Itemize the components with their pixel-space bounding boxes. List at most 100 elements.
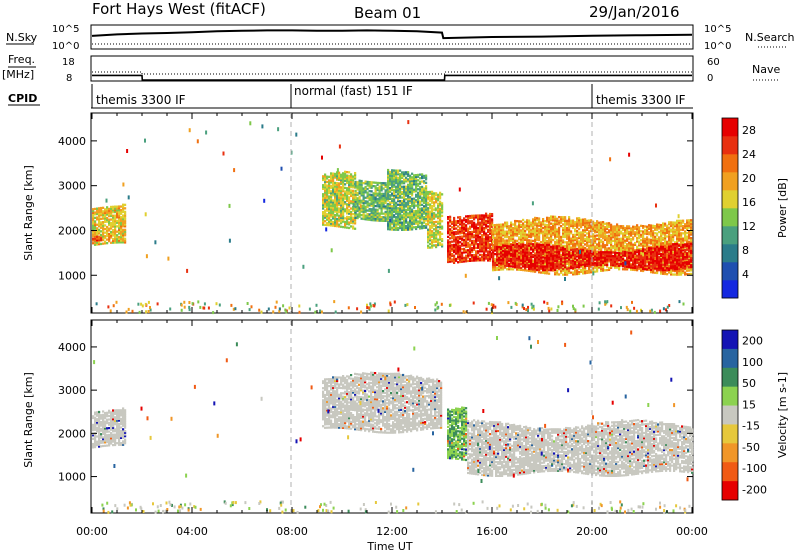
data-cell: [322, 214, 325, 217]
data-cell: [352, 182, 355, 185]
data-cell: [588, 248, 591, 251]
data-cell: [100, 206, 103, 210]
data-cell: [405, 212, 408, 215]
data-cell: [423, 176, 426, 179]
data-cell: [431, 244, 434, 247]
data-cell: [590, 240, 593, 243]
data-cell: [114, 236, 117, 239]
data-cell: [570, 251, 573, 255]
data-cell: [554, 231, 557, 235]
data-cell: [431, 230, 434, 233]
data-cell: [498, 236, 501, 239]
data-cell: [465, 236, 468, 240]
data-cell: [96, 232, 99, 235]
data-cell: [668, 230, 671, 233]
freq-tick-bottom: 8: [66, 73, 72, 84]
data-cell: [530, 223, 533, 226]
data-cell: [638, 226, 641, 229]
data-cell: [415, 199, 418, 202]
data-cell: [532, 247, 535, 250]
data-cell: [387, 181, 390, 184]
data-cell: [435, 229, 438, 233]
data-cell: [411, 226, 414, 229]
data-cell: [395, 185, 398, 188]
data-cell: [380, 207, 383, 210]
data-cell: [481, 219, 484, 222]
data-cell: [405, 201, 408, 204]
data-cell: [544, 263, 547, 266]
data-cell: [461, 244, 464, 247]
data-cell: [536, 229, 539, 232]
data-cell: [552, 233, 555, 236]
data-cell: [366, 204, 369, 207]
data-cell: [376, 214, 379, 217]
data-cell: [108, 220, 111, 223]
data-cell: [112, 230, 115, 233]
data-cell: [342, 179, 345, 182]
data-cell: [475, 234, 478, 237]
data-cell: [455, 245, 458, 248]
data-cell: [606, 222, 609, 225]
data-cell: [477, 230, 480, 233]
data-cell: [395, 169, 398, 172]
data-cell: [520, 236, 523, 239]
data-cell: [108, 211, 111, 214]
nsearch-right-label: N.Search: [745, 31, 795, 44]
data-cell: [340, 204, 343, 207]
data-cell: [654, 244, 657, 247]
data-cell: [449, 251, 452, 254]
data-cell: [378, 198, 381, 201]
data-cell: [636, 224, 639, 227]
data-cell: [656, 228, 659, 232]
data-cell: [542, 237, 545, 240]
data-cell: [560, 221, 563, 224]
data-cell: [502, 225, 505, 228]
data-cell: [399, 192, 402, 196]
data-cell: [463, 224, 466, 227]
data-cell: [662, 226, 665, 229]
data-cell: [354, 195, 357, 198]
data-cell: [494, 245, 497, 249]
data-cell: [425, 204, 428, 208]
data-cell: [477, 259, 480, 262]
data-cell: [610, 223, 613, 226]
data-cell: [544, 229, 547, 232]
data-cell: [437, 243, 440, 247]
data-cell: [405, 214, 408, 217]
data-cell: [401, 173, 404, 176]
data-cell: [332, 179, 335, 182]
data-cell: [546, 241, 549, 245]
data-cell: [455, 232, 458, 235]
data-cell: [504, 266, 507, 269]
data-cell: [604, 238, 607, 241]
data-cell: [498, 262, 501, 265]
data-cell: [602, 269, 605, 272]
data-cell: [124, 212, 127, 215]
data-cell: [489, 257, 492, 260]
data-cell: [391, 188, 394, 192]
data-cell: [502, 246, 505, 249]
data-cell: [368, 207, 371, 211]
data-cell: [425, 208, 428, 211]
data-cell: [690, 254, 693, 258]
data-cell: [506, 255, 509, 258]
data-cell: [403, 219, 406, 222]
data-cell: [512, 230, 515, 233]
data-cell: [566, 241, 569, 244]
data-cell: [638, 237, 641, 240]
data-cell: [429, 228, 432, 231]
data-cell: [110, 209, 113, 212]
data-cell: [477, 223, 480, 226]
data-cell: [550, 226, 553, 229]
data-cell: [108, 218, 111, 221]
data-cell: [570, 241, 573, 244]
data-cell: [688, 230, 691, 233]
data-cell: [524, 231, 527, 234]
data-cell: [338, 175, 341, 178]
data-cell: [610, 225, 613, 228]
data-cell: [332, 177, 335, 181]
data-cell: [393, 221, 396, 224]
data-cell: [686, 226, 689, 229]
data-cell: [376, 194, 379, 197]
data-cell: [122, 216, 125, 219]
